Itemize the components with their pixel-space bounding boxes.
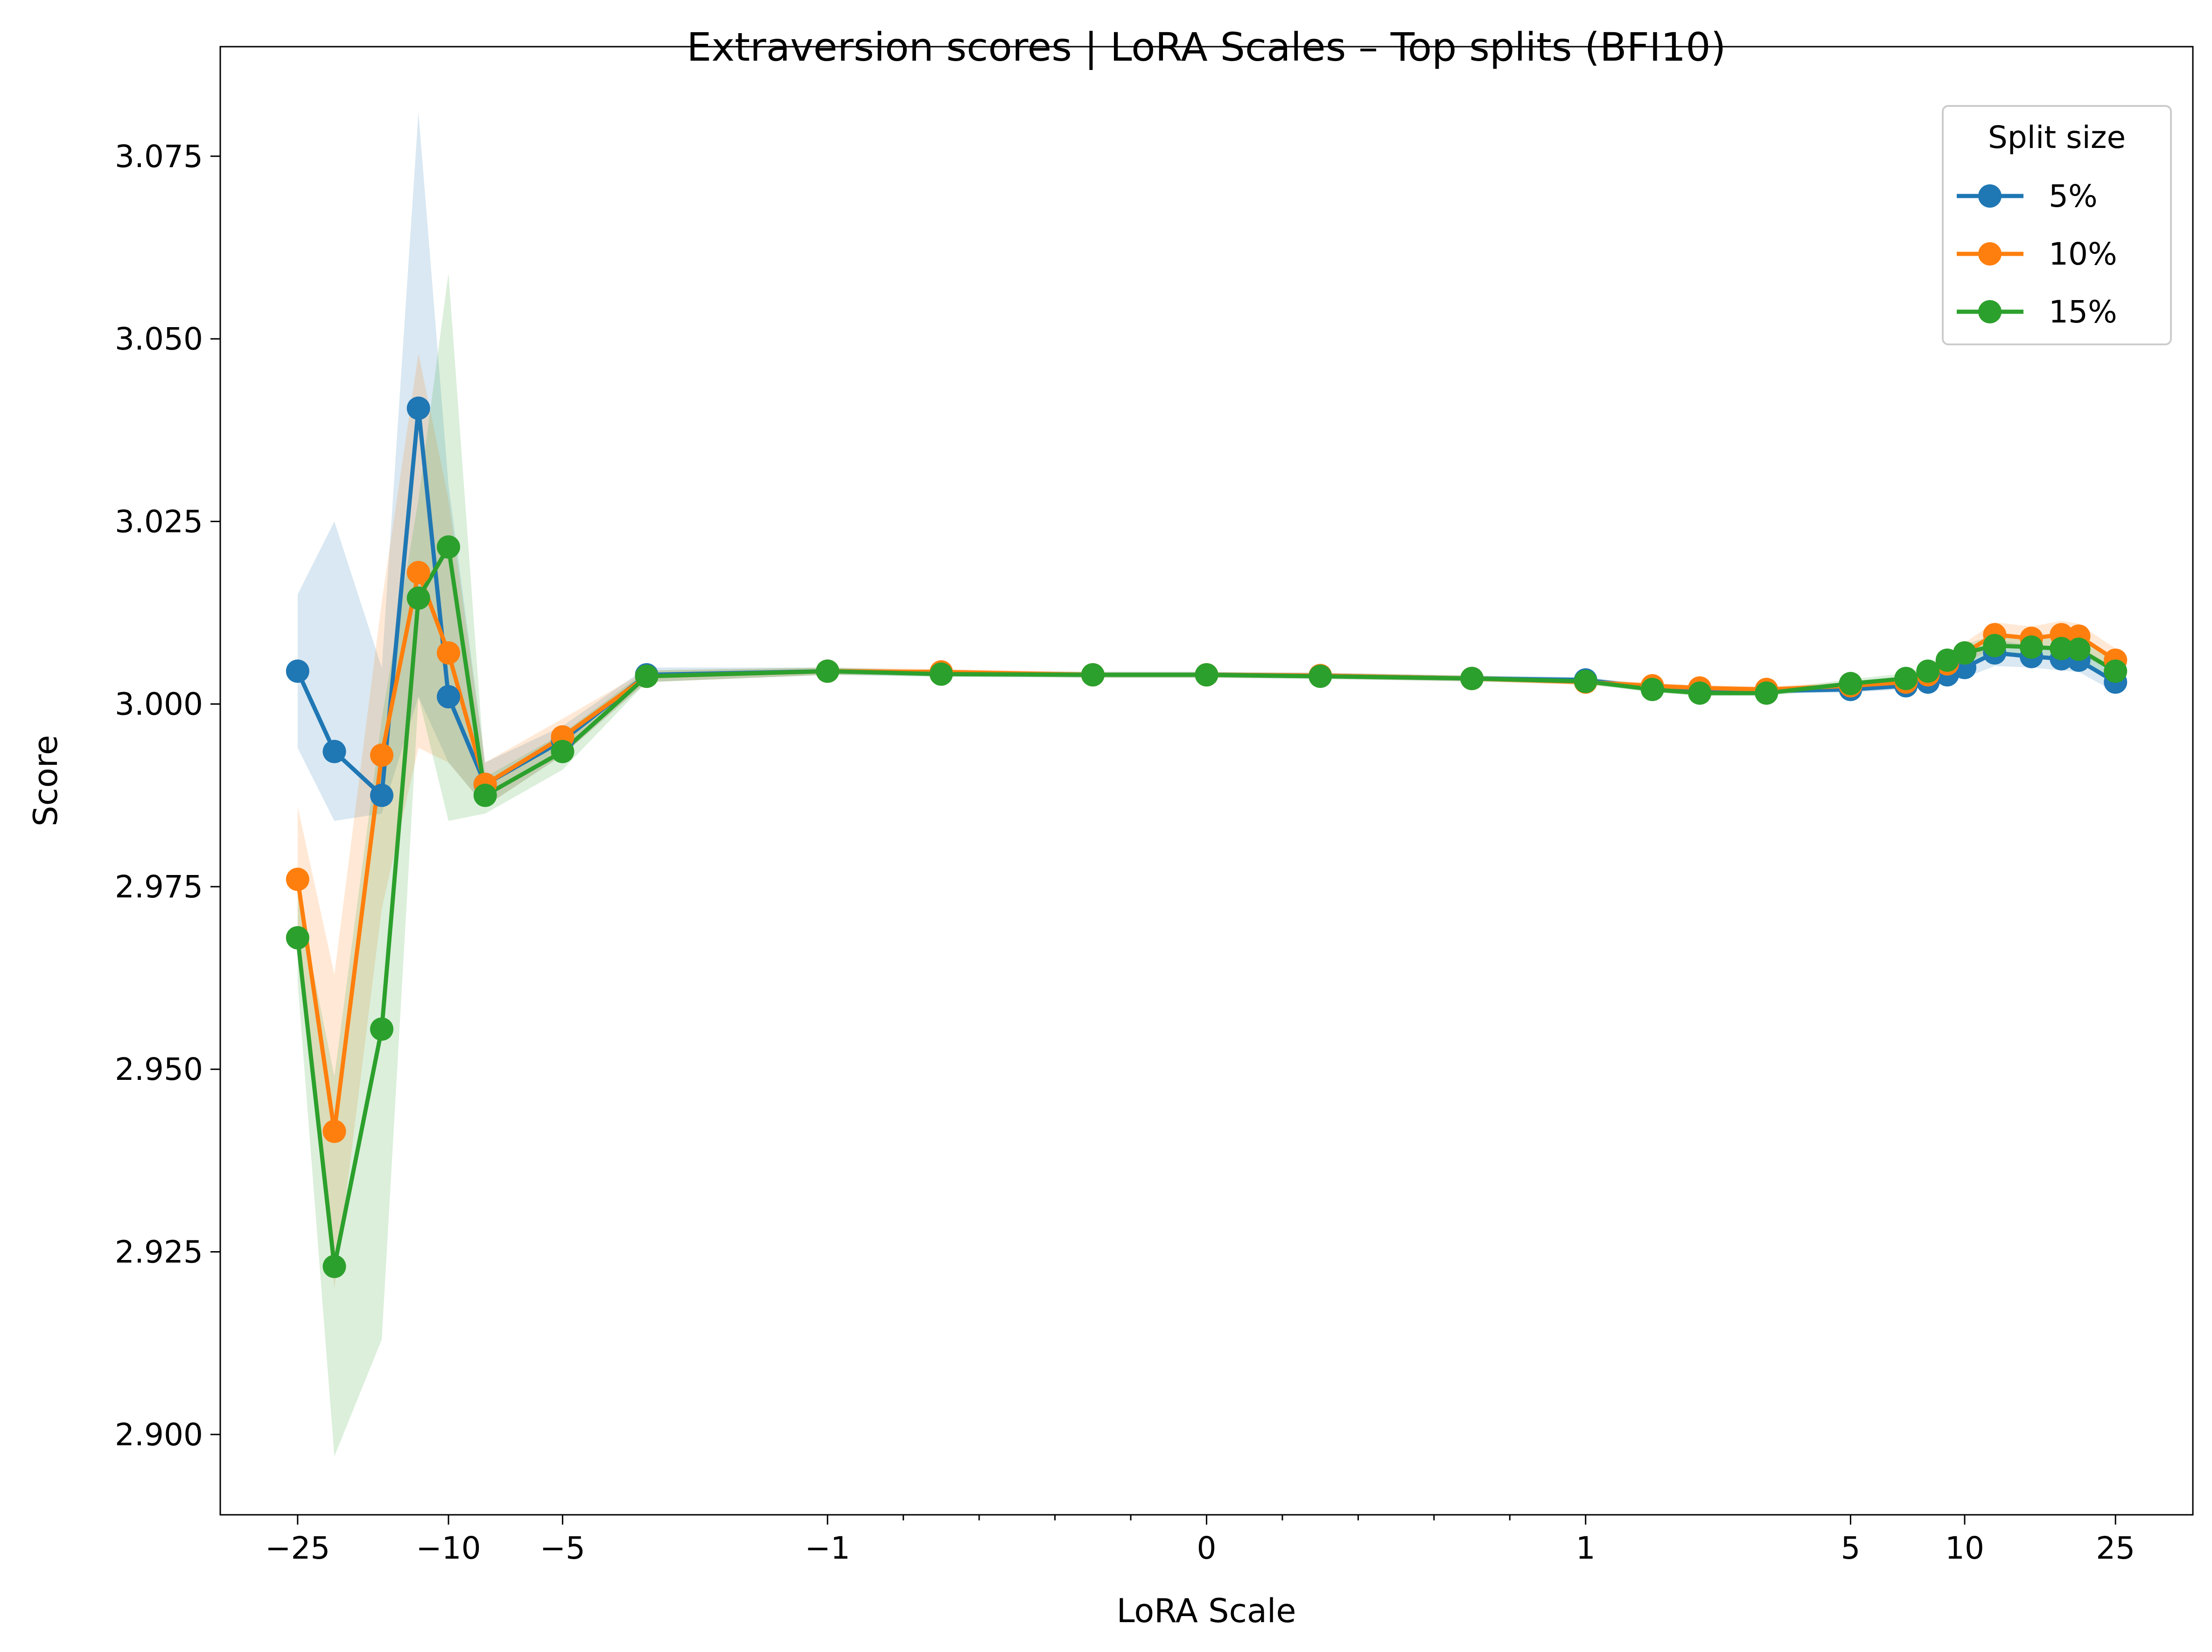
y-tick-label: 3.075 [115,139,203,175]
series-3-point [1460,666,1484,690]
legend-marker-swatch [1978,242,2002,266]
series-lines [295,406,2117,1269]
x-tick-label: −10 [416,1530,481,1566]
x-tick-label: 10 [1945,1530,1984,1566]
series-3-point [1755,681,1778,705]
x-tick-label: −25 [265,1530,330,1566]
legend-marker-swatch [1978,184,2002,208]
series-2-point [286,868,309,891]
legend-label: 10% [2049,236,2117,272]
series-3-point [473,784,497,807]
series-3-point [2067,637,2091,661]
series-3-point [929,662,953,686]
legend-item-series-3[interactable]: 15% [1957,294,2117,330]
y-tick-label: 3.000 [115,686,203,722]
y-axis: 2.900 2.925 2.950 2.975 3.000 3.025 3.050 3.075 [115,139,220,1453]
y-tick-label: 2.925 [115,1234,203,1270]
legend-label: 5% [2049,178,2098,214]
legend-item-series-2[interactable]: 10% [1957,236,2117,272]
series-1-point [370,784,393,807]
x-axis: −25 −10 −5 −1 0 1 5 10 25 [265,1515,2135,1566]
legend-item-series-1[interactable]: 5% [1957,178,2098,214]
legend[interactable]: Split size 5% 10% 15% [1942,105,2172,345]
series-3-point [1640,678,1664,701]
series-3-point [286,926,309,950]
series-3-point [1983,634,2007,658]
x-tick-label: 25 [2096,1530,2135,1566]
series-2-point [437,641,460,665]
series-3-point [370,1017,393,1041]
series-3-point [2020,635,2043,659]
y-tick-label: 2.950 [115,1051,203,1087]
x-tick-label: 1 [1576,1530,1596,1566]
series-3-point [2050,637,2073,660]
x-tick-label: −5 [540,1530,585,1566]
legend-title: Split size [1988,119,2126,155]
legend-marker-swatch [1978,300,2002,323]
x-tick-label: 5 [1841,1530,1860,1566]
series-3-point [437,535,460,559]
x-tick-label: −1 [805,1530,850,1566]
legend-frame [1942,105,2172,345]
series-3-point [322,1254,346,1278]
series-3-point [1574,670,1597,693]
legend-label: 15% [2049,294,2117,330]
series-markers [286,396,2128,1278]
series-3-point [406,586,430,610]
series-3-point [1839,672,1862,695]
series-2-point [322,1120,346,1143]
series-1-point [322,740,346,763]
x-axis-title: LoRA Scale [1117,1592,1296,1630]
y-axis-title: Score [27,735,65,826]
series-3-point [1309,665,1332,688]
series-3-point [1195,663,1218,686]
series-3-point [1081,663,1105,686]
x-tick-label: 0 [1197,1530,1217,1566]
series-3-point [1894,666,1918,690]
series-3-line [295,545,2117,1269]
y-tick-label: 3.025 [115,504,203,539]
series-3-point [816,659,840,683]
series-3-point [1916,659,1940,683]
series-2-point [370,743,393,767]
y-tick-label: 2.900 [115,1417,203,1453]
series-3-point [635,665,658,688]
y-tick-label: 2.975 [115,869,203,905]
series-3-point [551,740,574,763]
y-tick-label: 3.050 [115,321,203,357]
series-1-point [437,685,460,708]
series-1-point [286,659,309,683]
series-3-point [1953,641,1976,665]
series-1-point [406,396,430,420]
series-3-point [1688,681,1712,705]
series-2-point [406,560,430,584]
series-3-point [2104,659,2128,683]
